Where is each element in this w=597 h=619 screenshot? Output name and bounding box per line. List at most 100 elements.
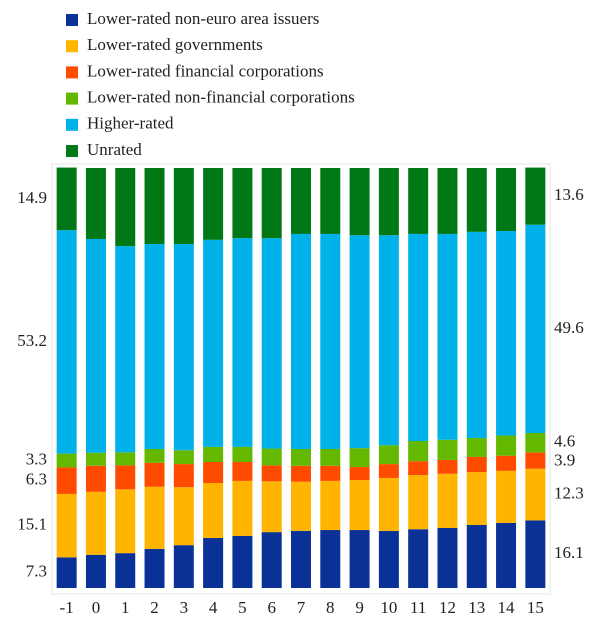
value-label: 13.6: [554, 185, 584, 204]
bar-segment: [85, 452, 106, 466]
bar-segment: [56, 557, 77, 588]
bar-segment: [378, 464, 399, 478]
bar-segment: [144, 448, 165, 463]
legend-swatch: [66, 92, 78, 105]
bar-segment: [378, 235, 399, 446]
bar-segment: [85, 168, 106, 239]
bar-segment: [232, 462, 253, 481]
bar-segment: [466, 438, 487, 457]
bar-segment: [85, 465, 106, 492]
bar-segment: [203, 446, 224, 462]
bar-segment: [496, 522, 517, 588]
bar-segment: [496, 168, 517, 231]
bar-segment: [408, 461, 429, 476]
bar-segment: [437, 473, 458, 528]
bar-segment: [261, 481, 282, 533]
value-label: 3.3: [26, 449, 47, 468]
legend-label: Lower-rated non-financial corporations: [87, 88, 355, 107]
bar-segment: [115, 168, 136, 247]
x-tick-label: 11: [410, 598, 426, 617]
bar-segment: [437, 459, 458, 474]
bar-segment: [466, 231, 487, 439]
bar-segment: [261, 448, 282, 466]
bar-segment: [56, 493, 77, 558]
x-tick-label: 12: [439, 598, 456, 617]
bar-segment: [85, 554, 106, 588]
bar-segment: [291, 168, 311, 234]
legend-swatch: [66, 145, 78, 157]
x-tick-label: 13: [468, 598, 485, 617]
bar-segment: [525, 224, 546, 434]
bar-segment: [320, 448, 341, 466]
bar-segment: [144, 548, 165, 588]
bar-segment: [291, 465, 311, 482]
bar-segment: [525, 468, 546, 521]
bar-segment: [56, 467, 77, 494]
bar-segment: [232, 446, 253, 462]
value-label: 53.2: [17, 331, 47, 350]
bar-segment: [378, 530, 399, 588]
value-label: 7.3: [26, 562, 47, 581]
bar-segment: [261, 532, 282, 588]
bar-segment: [291, 233, 311, 449]
bar-segment: [525, 167, 546, 225]
bar-segment: [378, 477, 399, 531]
bar-segment: [232, 535, 253, 588]
legend-label: Lower-rated financial corporations: [87, 61, 324, 80]
bar-segment: [203, 168, 224, 240]
x-tick-label: 3: [180, 598, 189, 617]
bar-segment: [85, 238, 106, 453]
bar-segment: [320, 233, 341, 449]
x-tick-label: 0: [92, 598, 101, 617]
bar-segment: [525, 520, 546, 588]
bar-segment: [496, 470, 517, 523]
bar-segment: [144, 244, 165, 449]
bar-segment: [349, 467, 370, 481]
x-tick-label: 8: [326, 598, 335, 617]
x-tick-label: 9: [355, 598, 364, 617]
bar-segment: [173, 168, 194, 245]
bar-segment: [261, 168, 282, 239]
bar-segment: [115, 465, 136, 490]
bar-segment: [320, 168, 341, 234]
x-tick-label: 10: [380, 598, 397, 617]
x-tick-label: 2: [150, 598, 159, 617]
bar-segment: [232, 238, 253, 447]
bar-segment: [115, 452, 136, 466]
bar-segment: [144, 168, 165, 245]
bar-segment: [408, 441, 429, 462]
bar-segment: [378, 445, 399, 465]
bar-segment: [173, 487, 194, 546]
bar-segment: [437, 168, 458, 234]
bar-segment: [291, 448, 311, 466]
bar-segment: [349, 448, 370, 468]
legend-swatch: [66, 118, 78, 131]
bar-segment: [144, 462, 165, 487]
bar-segment: [173, 244, 194, 451]
bar-segment: [173, 450, 194, 465]
bar-segment: [144, 486, 165, 549]
value-label: 15.1: [17, 515, 47, 534]
bar-segment: [437, 439, 458, 460]
bar-segment: [437, 527, 458, 588]
plot-frame: [51, 163, 551, 595]
bar-segment: [496, 455, 517, 471]
value-label: 49.6: [554, 318, 584, 337]
bar-segment: [378, 168, 399, 236]
bar-segment: [320, 530, 341, 588]
bar-segment: [173, 545, 194, 588]
bar-segment: [525, 452, 546, 469]
bar-segment: [408, 529, 429, 588]
bar-segment: [232, 168, 253, 239]
bar-segment: [320, 465, 341, 481]
legend-swatch: [66, 66, 78, 79]
x-tick-label: 5: [238, 598, 247, 617]
bar-segment: [496, 231, 517, 436]
bar-segment: [349, 480, 370, 531]
bar-segment: [349, 168, 370, 236]
bar-segment: [466, 525, 487, 588]
bar-segment: [349, 530, 370, 588]
bar-segment: [232, 480, 253, 536]
bar-segment: [437, 233, 458, 440]
bar-segment: [320, 480, 341, 531]
